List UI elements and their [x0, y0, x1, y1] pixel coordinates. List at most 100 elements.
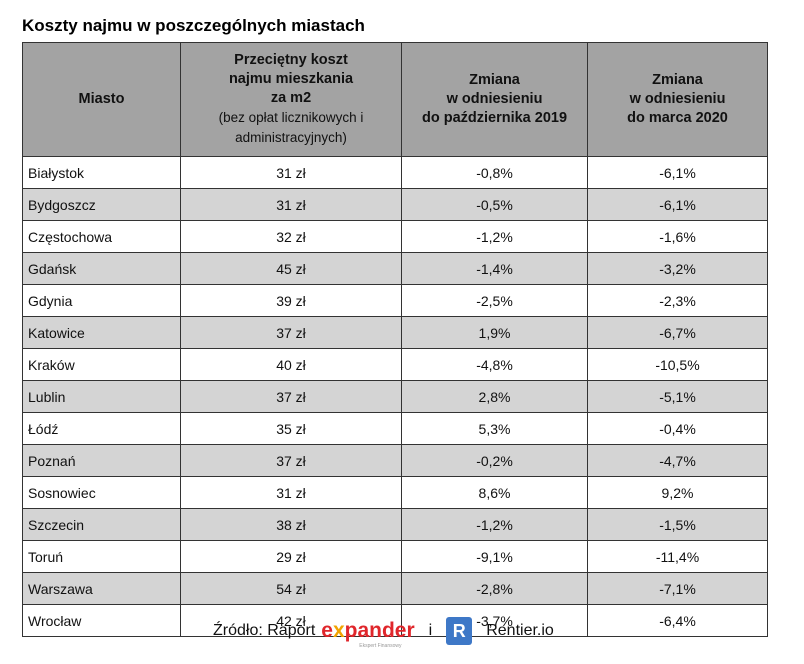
cell-cost: 37 zł	[180, 316, 402, 349]
cell-change-mar: -3,2%	[587, 252, 768, 285]
cell-change-oct: 8,6%	[401, 476, 588, 509]
cell-change-mar: -6,7%	[587, 316, 768, 349]
cell-city: Wrocław	[22, 604, 181, 637]
cell-city: Toruń	[22, 540, 181, 573]
cell-change-mar: -5,1%	[587, 380, 768, 413]
cell-change-oct: -9,1%	[401, 540, 588, 573]
table-row: Kraków 40 zł -4,8% -10,5%	[22, 348, 768, 381]
table-row: Toruń 29 zł -9,1% -11,4%	[22, 540, 768, 573]
cell-cost: 40 zł	[180, 348, 402, 381]
table-row: Lublin 37 zł 2,8% -5,1%	[22, 380, 768, 413]
cell-change-oct: 1,9%	[401, 316, 588, 349]
cell-city: Warszawa	[22, 572, 181, 605]
header-line: w odniesieniu	[446, 91, 543, 107]
cell-change-mar: -6,1%	[587, 188, 768, 221]
header-line: Zmiana	[652, 72, 703, 88]
cell-change-oct: -1,4%	[401, 252, 588, 285]
header-cost-note: (bez opłat licznikowych i administracyjn…	[218, 110, 364, 145]
cell-change-mar: 9,2%	[587, 476, 768, 509]
table-row: Katowice 37 zł 1,9% -6,7%	[22, 316, 768, 349]
cell-cost: 39 zł	[180, 284, 402, 317]
header-line: Zmiana	[469, 72, 520, 88]
rentier-name: Rentier.io	[486, 622, 554, 639]
cell-cost: 37 zł	[180, 380, 402, 413]
cell-cost: 32 zł	[180, 220, 402, 253]
cell-cost: 45 zł	[180, 252, 402, 285]
cell-city: Kraków	[22, 348, 181, 381]
cell-change-oct: -4,8%	[401, 348, 588, 381]
header-change-oct: Zmiana w odniesieniu do października 201…	[401, 42, 588, 157]
table-row: Gdańsk 45 zł -1,4% -3,2%	[22, 252, 768, 285]
cell-city: Gdańsk	[22, 252, 181, 285]
cell-change-oct: 2,8%	[401, 380, 588, 413]
header-cost-line: za m2	[270, 90, 312, 106]
cell-cost: 54 zł	[180, 572, 402, 605]
cell-city: Sosnowiec	[22, 476, 181, 509]
cell-city: Szczecin	[22, 508, 181, 541]
cell-change-mar: -10,5%	[587, 348, 768, 381]
source-label: Źródło: Raport	[213, 622, 316, 639]
cell-city: Katowice	[22, 316, 181, 349]
table-row: Sosnowiec 31 zł 8,6% 9,2%	[22, 476, 768, 509]
cell-city: Łódź	[22, 412, 181, 445]
table-row: Gdynia 39 zł -2,5% -2,3%	[22, 284, 768, 317]
cell-city: Częstochowa	[22, 220, 181, 253]
cell-change-oct: -1,2%	[401, 220, 588, 253]
rentier-logo-icon: R	[446, 617, 473, 645]
table-row: Białystok 31 zł -0,8% -6,1%	[22, 156, 768, 189]
table-header: Miasto Przeciętny koszt najmu mieszkania…	[22, 42, 768, 157]
cell-city: Gdynia	[22, 284, 181, 317]
logo-part: e	[321, 619, 333, 642]
cell-city: Poznań	[22, 444, 181, 477]
cell-change-mar: -1,5%	[587, 508, 768, 541]
cell-cost: 29 zł	[180, 540, 402, 573]
cell-cost: 37 zł	[180, 444, 402, 477]
cell-city: Lublin	[22, 380, 181, 413]
rent-table: Miasto Przeciętny koszt najmu mieszkania…	[22, 42, 768, 637]
table-row: Wrocław 42 zł -3,7% -6,4%	[22, 604, 768, 637]
cell-change-mar: -6,1%	[587, 156, 768, 189]
cell-cost: 38 zł	[180, 508, 402, 541]
and-text: i	[428, 622, 433, 639]
table-row: Szczecin 38 zł -1,2% -1,5%	[22, 508, 768, 541]
header-change-mar: Zmiana w odniesieniu do marca 2020	[587, 42, 768, 157]
cell-cost: 42 zł	[180, 604, 402, 637]
header-cost-line: Przeciętny koszt	[234, 52, 348, 68]
logo-subtitle: Ekspert Finansowy	[359, 643, 402, 649]
cell-change-mar: -1,6%	[587, 220, 768, 253]
cell-change-mar: -7,1%	[587, 572, 768, 605]
cell-change-mar: -0,4%	[587, 412, 768, 445]
table-row: Warszawa 54 zł -2,8% -7,1%	[22, 572, 768, 605]
cell-change-oct: -2,5%	[401, 284, 588, 317]
cell-change-mar: -4,7%	[587, 444, 768, 477]
cell-change-oct: -0,8%	[401, 156, 588, 189]
cell-change-oct: -1,2%	[401, 508, 588, 541]
header-city: Miasto	[22, 42, 181, 157]
source-line: Źródło: Raport expander Ekspert Finansowy…	[213, 617, 554, 649]
header-line: do marca 2020	[627, 110, 728, 126]
cell-change-mar: -11,4%	[587, 540, 768, 573]
cell-change-oct: -0,2%	[401, 444, 588, 477]
header-line: w odniesieniu	[629, 91, 726, 107]
cell-cost: 31 zł	[180, 476, 402, 509]
cell-city: Białystok	[22, 156, 181, 189]
header-cost: Przeciętny koszt najmu mieszkania za m2 …	[180, 42, 402, 157]
table-row: Łódź 35 zł 5,3% -0,4%	[22, 412, 768, 445]
logo-part: pander	[344, 619, 415, 642]
table-row: Częstochowa 32 zł -1,2% -1,6%	[22, 220, 768, 253]
page-title: Koszty najmu w poszczególnych miastach	[22, 16, 365, 35]
table-row: Poznań 37 zł -0,2% -4,7%	[22, 444, 768, 477]
cell-change-mar: -2,3%	[587, 284, 768, 317]
cell-change-oct: 5,3%	[401, 412, 588, 445]
cell-change-mar: -6,4%	[587, 604, 768, 637]
logo-part: x	[332, 619, 345, 642]
cell-cost: 31 zł	[180, 156, 402, 189]
cell-cost: 35 zł	[180, 412, 402, 445]
cell-change-oct: -0,5%	[401, 188, 588, 221]
cell-cost: 31 zł	[180, 188, 402, 221]
header-line: do października 2019	[421, 110, 568, 126]
cell-change-oct: -2,8%	[401, 572, 588, 605]
cell-city: Bydgoszcz	[22, 188, 181, 221]
table-row: Bydgoszcz 31 zł -0,5% -6,1%	[22, 188, 768, 221]
header-cost-line: najmu mieszkania	[228, 71, 354, 87]
